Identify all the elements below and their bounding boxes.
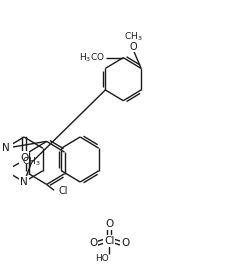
Text: O: O	[105, 219, 113, 229]
Text: O: O	[130, 42, 137, 52]
Text: Cl: Cl	[104, 236, 114, 246]
Text: O: O	[121, 238, 129, 248]
Text: N: N	[1, 143, 9, 153]
Text: O: O	[89, 238, 97, 248]
Text: O: O	[20, 153, 28, 163]
Text: H$_3$CO: H$_3$CO	[79, 51, 104, 64]
Text: HO: HO	[95, 254, 109, 263]
Text: CH$_3$: CH$_3$	[124, 31, 143, 43]
Text: N: N	[20, 177, 28, 187]
Text: Cl: Cl	[59, 186, 68, 196]
Text: CH$_3$: CH$_3$	[22, 156, 41, 168]
